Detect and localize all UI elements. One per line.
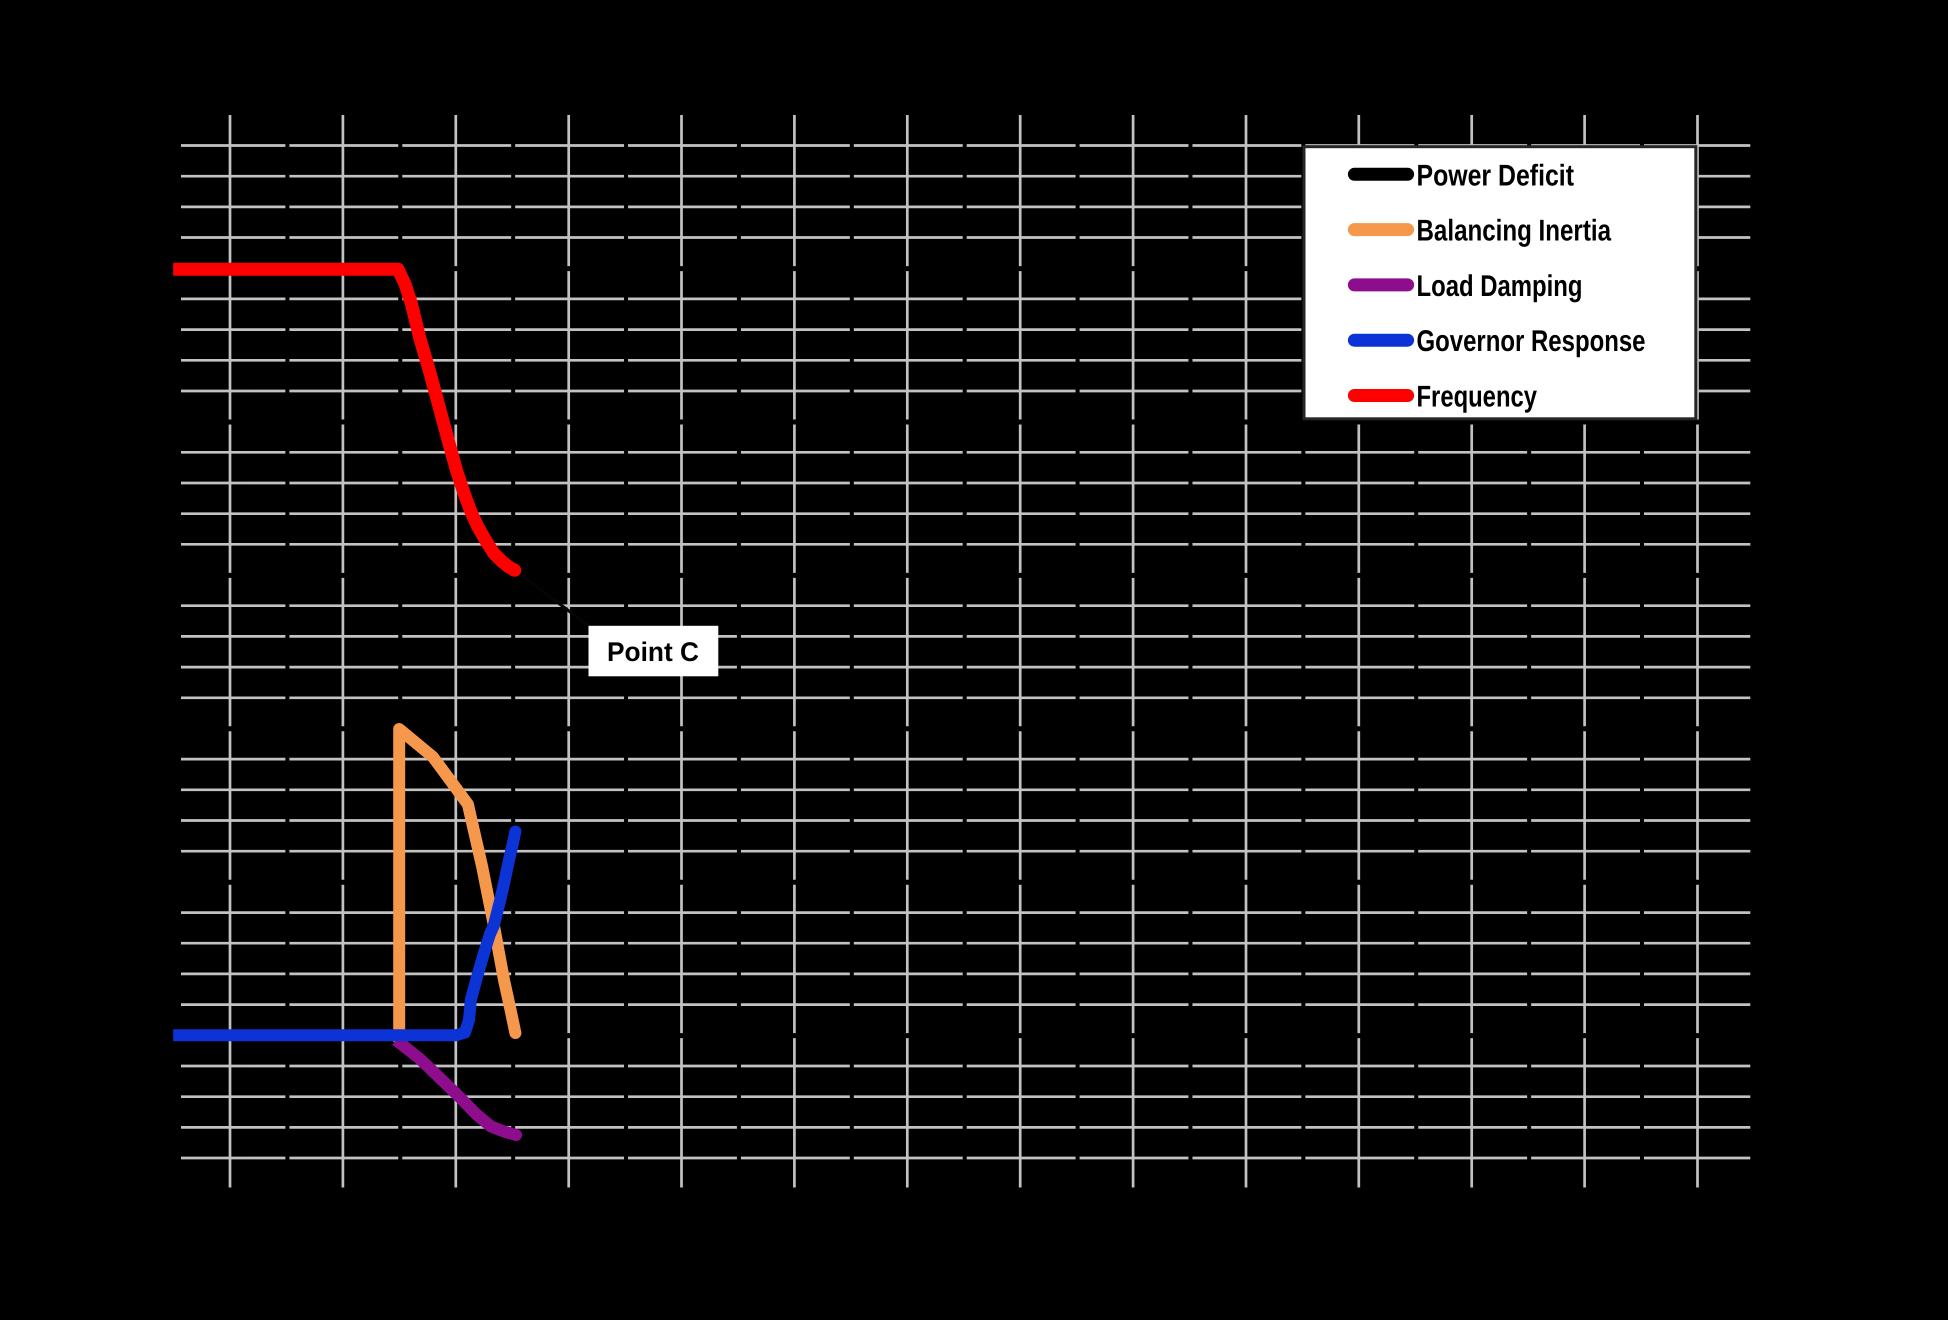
svg-text:Power Deficit: Power Deficit bbox=[1417, 159, 1575, 192]
svg-text:Load Damping: Load Damping bbox=[1417, 270, 1583, 303]
svg-text:Point C: Point C bbox=[607, 637, 699, 667]
svg-text:Governor Response: Governor Response bbox=[1417, 325, 1646, 358]
svg-text:Frequency: Frequency bbox=[1417, 381, 1538, 414]
svg-text:Balancing Inertia: Balancing Inertia bbox=[1417, 215, 1612, 248]
